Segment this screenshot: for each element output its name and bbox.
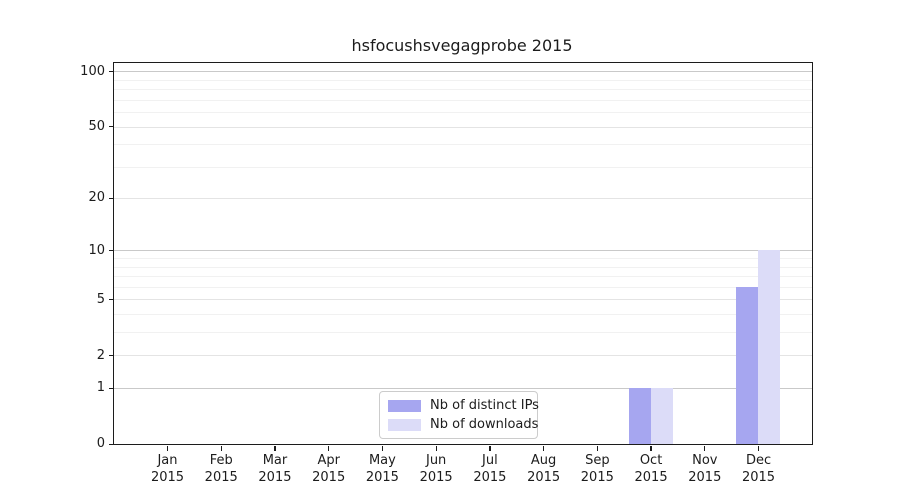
bar-nb-of-downloads-oct bbox=[650, 388, 673, 444]
y-gridline-minor bbox=[114, 89, 812, 91]
y-tick-mark bbox=[108, 197, 114, 200]
x-tick-label-jun: Jun 2015 bbox=[404, 452, 468, 486]
y-gridline-minor bbox=[114, 144, 812, 146]
y-tick-mark bbox=[108, 250, 114, 252]
month-year: 2015 bbox=[312, 470, 346, 485]
month-year: 2015 bbox=[580, 470, 614, 485]
month-name: Aug bbox=[530, 453, 557, 468]
plot-area bbox=[113, 62, 813, 445]
x-tick-mark bbox=[328, 445, 330, 451]
x-tick-mark bbox=[381, 445, 384, 451]
bar-nb-of-downloads-dec bbox=[758, 250, 781, 444]
y-gridline-minor bbox=[114, 332, 812, 334]
y-tick-mark bbox=[108, 298, 114, 301]
legend-item-downloads: Nb of downloads bbox=[388, 417, 538, 432]
legend-label-distinct-ips: Nb of distinct IPs bbox=[430, 398, 539, 413]
month-year: 2015 bbox=[634, 470, 668, 485]
y-tick-label: 20 bbox=[88, 190, 105, 206]
legend-item-distinct-ips: Nb of distinct IPs bbox=[388, 398, 539, 413]
x-tick-label-oct: Oct 2015 bbox=[619, 452, 683, 486]
x-tick-mark bbox=[274, 445, 276, 451]
y-gridline-minor bbox=[114, 266, 812, 268]
y-gridline-minor bbox=[114, 99, 812, 101]
x-tick-label-dec: Dec 2015 bbox=[727, 452, 791, 486]
y-gridline-major bbox=[114, 198, 812, 200]
x-tick-label-may: May 2015 bbox=[350, 452, 414, 486]
month-name: Sep bbox=[585, 453, 610, 468]
y-tick-mark bbox=[108, 387, 114, 389]
y-gridline-minor bbox=[114, 112, 812, 114]
y-tick-mark bbox=[108, 70, 114, 73]
y-tick-label: 5 bbox=[96, 291, 105, 307]
bar-nb-of-distinct-ips-dec bbox=[736, 286, 759, 444]
month-year: 2015 bbox=[688, 470, 722, 485]
y-gridline-minor bbox=[114, 166, 812, 168]
chart-title: hsfocushsvegagprobe 2015 bbox=[351, 36, 573, 55]
month-name: Jan bbox=[157, 453, 178, 468]
y-gridline-decade bbox=[114, 388, 812, 390]
y-gridline-minor bbox=[114, 258, 812, 260]
month-name: Oct bbox=[639, 453, 663, 468]
y-tick-mark bbox=[108, 126, 114, 128]
x-tick-mark bbox=[542, 445, 545, 451]
y-tick-label: 2 bbox=[96, 347, 105, 363]
x-tick-mark bbox=[166, 445, 169, 451]
y-gridline-major bbox=[114, 355, 812, 357]
month-name: Jun bbox=[425, 453, 447, 468]
y-gridline-minor bbox=[114, 314, 812, 316]
month-name: Apr bbox=[317, 453, 340, 468]
x-tick-mark bbox=[757, 445, 760, 451]
x-tick-label-aug: Aug 2015 bbox=[512, 452, 576, 486]
y-gridline-minor bbox=[114, 79, 812, 81]
month-year: 2015 bbox=[365, 470, 399, 485]
y-tick-label: 100 bbox=[80, 63, 105, 79]
month-name: Jul bbox=[482, 453, 498, 468]
month-name: Feb bbox=[209, 453, 233, 468]
y-tick-label: 1 bbox=[96, 380, 105, 396]
x-tick-label-mar: Mar 2015 bbox=[243, 452, 307, 486]
month-year: 2015 bbox=[258, 470, 292, 485]
month-name: May bbox=[368, 453, 396, 468]
y-gridline-major bbox=[114, 126, 812, 128]
x-tick-label-sep: Sep 2015 bbox=[565, 452, 629, 486]
y-gridline-decade bbox=[114, 250, 812, 252]
x-tick-mark bbox=[704, 445, 706, 451]
y-tick-label: 0 bbox=[96, 436, 105, 452]
x-tick-mark bbox=[489, 445, 491, 451]
y-tick-mark bbox=[108, 443, 114, 445]
month-name: Nov bbox=[692, 453, 718, 468]
month-name: Dec bbox=[745, 453, 772, 468]
y-gridline-major bbox=[114, 299, 812, 301]
month-year: 2015 bbox=[419, 470, 453, 485]
month-year: 2015 bbox=[473, 470, 507, 485]
y-gridline-minor bbox=[114, 286, 812, 288]
legend-label-downloads: Nb of downloads bbox=[430, 417, 539, 432]
y-gridline-minor bbox=[114, 276, 812, 278]
month-year: 2015 bbox=[527, 470, 561, 485]
x-tick-label-jan: Jan 2015 bbox=[136, 452, 200, 486]
x-tick-label-nov: Nov 2015 bbox=[673, 452, 737, 486]
y-gridline-decade bbox=[114, 71, 812, 73]
month-name: Mar bbox=[262, 453, 288, 468]
x-tick-label-apr: Apr 2015 bbox=[297, 452, 361, 486]
month-year: 2015 bbox=[741, 470, 776, 485]
x-tick-mark bbox=[596, 445, 598, 451]
month-year: 2015 bbox=[204, 470, 238, 485]
legend-swatch-downloads bbox=[388, 418, 421, 431]
month-year: 2015 bbox=[150, 470, 185, 485]
y-tick-mark bbox=[108, 354, 114, 357]
x-tick-mark bbox=[220, 445, 222, 451]
bar-nb-of-distinct-ips-oct bbox=[628, 388, 651, 444]
legend-swatch-distinct-ips bbox=[388, 399, 421, 412]
x-tick-label-jul: Jul 2015 bbox=[458, 452, 522, 486]
y-tick-label: 10 bbox=[88, 242, 105, 258]
x-tick-mark bbox=[650, 445, 652, 451]
x-tick-mark bbox=[435, 445, 437, 451]
x-tick-label-feb: Feb 2015 bbox=[189, 452, 253, 486]
y-tick-label: 50 bbox=[88, 118, 105, 134]
legend: Nb of distinct IPs Nb of downloads bbox=[379, 391, 539, 439]
